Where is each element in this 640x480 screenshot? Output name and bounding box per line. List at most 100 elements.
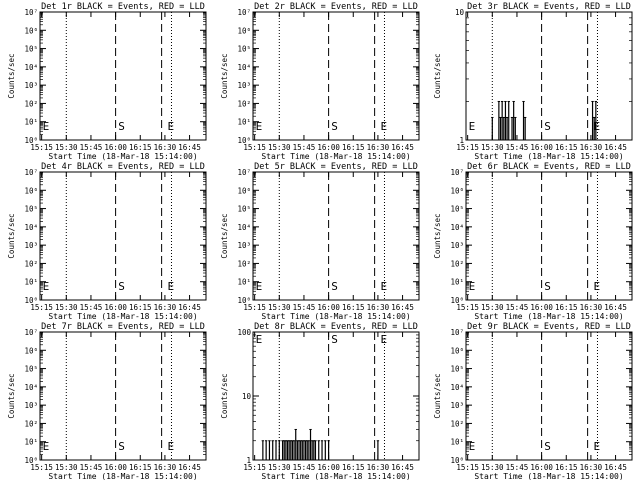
x-tick-label: 15:45 <box>293 303 316 312</box>
y-tick-label: 10³ <box>237 81 251 90</box>
x-tick-label: 15:15 <box>456 303 479 312</box>
x-tick-label: 15:30 <box>268 303 291 312</box>
marker-e: E <box>594 440 601 453</box>
x-tick-label: 16:30 <box>367 303 390 312</box>
y-axis-label: Counts/sec <box>7 213 16 258</box>
panel-title: Det 2r BLACK = Events, RED = LLD <box>254 2 418 12</box>
x-tick-label: 16:15 <box>342 463 365 472</box>
x-tick-label: 15:30 <box>55 303 78 312</box>
x-tick-label: 16:00 <box>104 463 127 472</box>
y-tick-label: 10¹ <box>237 118 251 127</box>
marker-e: E <box>43 440 50 453</box>
x-tick-label: 16:45 <box>391 143 414 152</box>
y-tick-label: 10³ <box>24 241 38 250</box>
marker-s: S <box>118 280 125 293</box>
x-tick-label: 15:15 <box>30 143 53 152</box>
x-tick-label: 16:45 <box>604 303 627 312</box>
marker-e: E <box>381 280 388 293</box>
y-tick-label: 10⁰ <box>237 136 251 145</box>
panel-title: Det 7r BLACK = Events, RED = LLD <box>41 322 205 332</box>
y-tick-label: 10³ <box>450 241 464 250</box>
marker-s: S <box>331 280 338 293</box>
y-tick-label: 10¹ <box>24 278 38 287</box>
plot-frame <box>465 171 633 301</box>
x-tick-label: 15:15 <box>30 463 53 472</box>
x-axis-label: Start Time (18-Mar-18 15:14:00) <box>48 472 197 480</box>
y-tick-label: 10⁵ <box>24 45 38 54</box>
y-tick-label: 10⁵ <box>24 205 38 214</box>
panel-title: Det 3r BLACK = Events, RED = LLD <box>467 2 631 12</box>
plot-frame <box>252 11 420 141</box>
y-tick-label: 10⁷ <box>237 8 251 17</box>
y-axis-label: Counts/sec <box>7 53 16 98</box>
y-tick-label: 10⁰ <box>24 456 38 465</box>
y-tick-label: 10⁷ <box>24 168 38 177</box>
x-tick-label: 15:45 <box>293 143 316 152</box>
y-tick-label: 10⁷ <box>450 168 464 177</box>
y-axis-label: Counts/sec <box>220 213 229 258</box>
x-tick-label: 16:45 <box>604 463 627 472</box>
x-tick-label: 16:15 <box>129 463 152 472</box>
x-tick-label: 15:15 <box>456 143 479 152</box>
y-tick-label: 10⁰ <box>237 296 251 305</box>
x-tick-label: 16:00 <box>530 303 553 312</box>
x-tick-label: 16:45 <box>178 303 201 312</box>
y-tick-label: 10⁴ <box>450 383 464 392</box>
x-tick-label: 15:45 <box>80 143 103 152</box>
x-axis-label: Start Time (18-Mar-18 15:14:00) <box>261 152 410 161</box>
x-tick-label: 15:15 <box>30 303 53 312</box>
y-tick-label: 10⁰ <box>450 456 464 465</box>
y-tick-label: 10 <box>242 392 252 401</box>
y-tick-label: 10³ <box>24 401 38 410</box>
x-tick-label: 16:45 <box>178 463 201 472</box>
marker-e: E <box>256 120 263 133</box>
x-tick-label: 16:30 <box>154 463 177 472</box>
marker-e: E <box>168 120 175 133</box>
y-axis-label: Counts/sec <box>7 373 16 418</box>
x-tick-label: 16:00 <box>104 303 127 312</box>
y-tick-label: 10⁶ <box>450 346 464 355</box>
x-axis-label: Start Time (18-Mar-18 15:14:00) <box>48 152 197 161</box>
marker-e: E <box>469 120 476 133</box>
x-tick-label: 15:30 <box>268 463 291 472</box>
x-tick-label: 16:30 <box>580 303 603 312</box>
y-tick-label: 100 <box>237 328 251 337</box>
x-tick-label: 15:30 <box>481 303 504 312</box>
y-tick-label: 10⁷ <box>24 328 38 337</box>
y-tick-label: 1 <box>246 456 251 465</box>
marker-e: E <box>256 333 263 346</box>
marker-s: S <box>544 440 551 453</box>
marker-s: S <box>118 440 125 453</box>
x-axis-label: Start Time (18-Mar-18 15:14:00) <box>474 472 623 480</box>
y-tick-label: 10⁶ <box>450 186 464 195</box>
y-tick-label: 10⁶ <box>237 26 251 35</box>
x-axis-label: Start Time (18-Mar-18 15:14:00) <box>474 152 623 161</box>
x-tick-label: 15:45 <box>506 143 529 152</box>
y-tick-label: 10² <box>237 99 251 108</box>
marker-e: E <box>43 120 50 133</box>
x-tick-label: 16:00 <box>104 143 127 152</box>
x-tick-label: 16:15 <box>342 143 365 152</box>
y-tick-label: 1 <box>459 136 464 145</box>
x-tick-label: 16:45 <box>178 143 201 152</box>
x-tick-label: 15:45 <box>293 463 316 472</box>
x-tick-label: 16:00 <box>317 143 340 152</box>
plot-frame <box>252 331 420 461</box>
marker-s: S <box>544 120 551 133</box>
x-tick-label: 15:30 <box>268 143 291 152</box>
y-tick-label: 10⁴ <box>24 63 38 72</box>
marker-s: S <box>544 280 551 293</box>
x-tick-label: 16:45 <box>391 303 414 312</box>
marker-e: E <box>381 120 388 133</box>
x-tick-label: 15:15 <box>243 463 266 472</box>
plot-frame <box>465 11 633 141</box>
y-tick-label: 10¹ <box>237 278 251 287</box>
y-tick-label: 10⁴ <box>237 63 251 72</box>
y-tick-label: 10 <box>455 8 465 17</box>
x-tick-label: 15:30 <box>481 463 504 472</box>
